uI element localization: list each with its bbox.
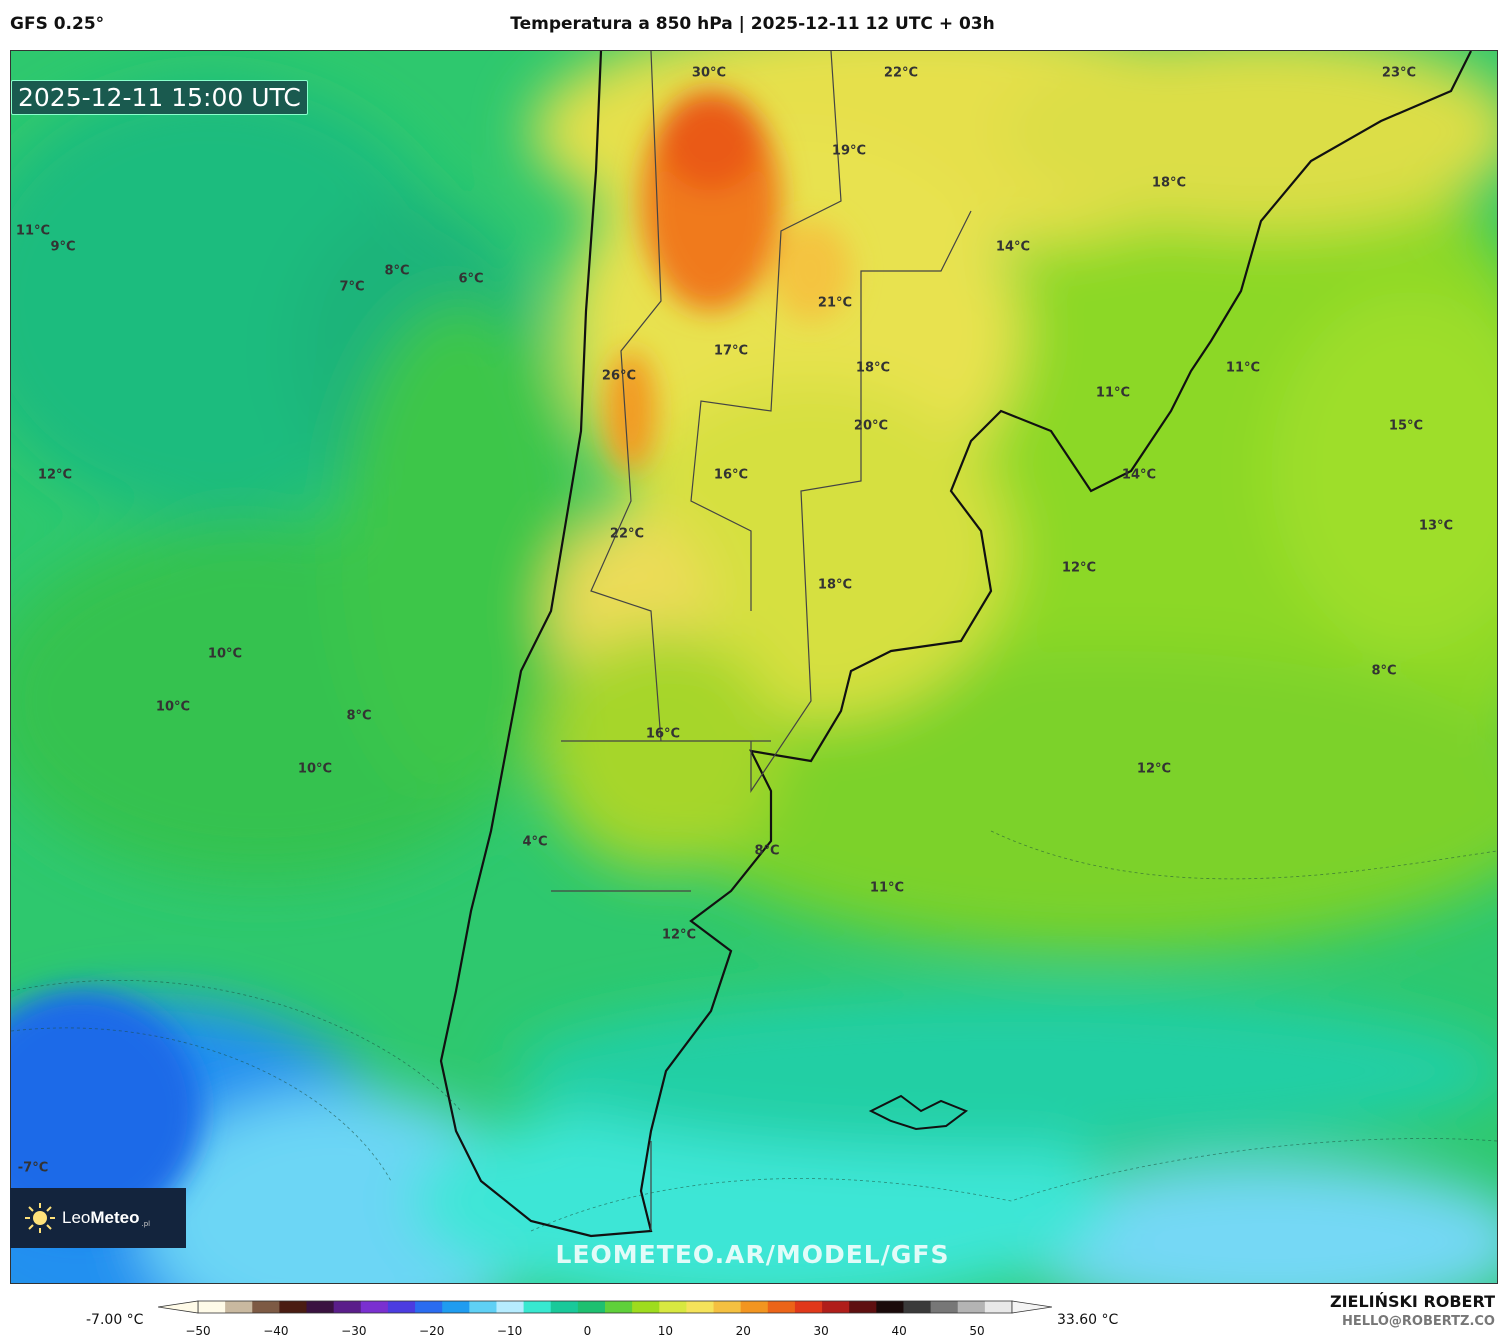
- colorbar-cell: [469, 1301, 497, 1313]
- temp-label: 16°C: [713, 467, 749, 483]
- temp-label: 16°C: [645, 726, 681, 742]
- temp-label: 10°C: [155, 699, 191, 715]
- colorbar-cell: [225, 1301, 253, 1313]
- watermark-url: LEOMETEO.AR/MODEL/GFS: [555, 1240, 950, 1269]
- temp-label: 4°C: [522, 834, 548, 850]
- colorbar-cell: [387, 1301, 416, 1313]
- temp-label: 18°C: [1151, 175, 1187, 191]
- temp-label: 18°C: [855, 360, 891, 376]
- temp-label: 12°C: [37, 467, 73, 483]
- temp-label: 23°C: [1381, 65, 1417, 81]
- colorbar-tick-label: −10: [496, 1324, 523, 1338]
- colorbar-cell: [903, 1301, 932, 1313]
- colorbar-min-label: -7.00 °C: [86, 1312, 144, 1328]
- colorbar-cell: [333, 1301, 362, 1313]
- colorbar-cell: [360, 1301, 389, 1313]
- temp-label: 9°C: [50, 239, 76, 255]
- colorbar-cell: [306, 1301, 335, 1313]
- temp-label: 22°C: [609, 526, 645, 542]
- temp-label: 10°C: [207, 646, 243, 662]
- colorbar-tick-label: 50: [969, 1324, 985, 1338]
- temp-label: 10°C: [297, 761, 333, 777]
- author-email: HELLO@ROBERTZ.CO: [1341, 1314, 1495, 1329]
- colorbar-cell: [577, 1301, 606, 1313]
- colorbar-cell: [659, 1301, 687, 1313]
- colorbar-cell: [767, 1301, 796, 1313]
- temp-label: 8°C: [754, 843, 780, 859]
- temp-label: 21°C: [817, 295, 853, 311]
- temp-label: 12°C: [661, 927, 697, 943]
- temperature-map: 2025-12-11 15:00 UTC 30°C 22°C 23°C 19°C…: [10, 50, 1498, 1284]
- colorbar-max-label: 33.60 °C: [1057, 1312, 1119, 1328]
- colorbar-tick-label: 40: [891, 1324, 907, 1338]
- logo-suffix: .pl: [141, 1220, 151, 1228]
- sun-icon: [25, 1203, 55, 1233]
- temp-label: 20°C: [853, 418, 889, 434]
- map-field: [11, 51, 1497, 1283]
- temp-label: 26°C: [601, 368, 637, 384]
- author-name: ZIELIŃSKI ROBERT: [1329, 1292, 1495, 1311]
- model-name: GFS 0.25°: [10, 14, 105, 34]
- temp-label: 11°C: [1095, 385, 1131, 401]
- map-title: Temperatura a 850 hPa | 2025-12-11 12 UT…: [510, 14, 995, 34]
- colorbar-cell: [849, 1301, 877, 1313]
- colorbar-cell: [496, 1301, 525, 1313]
- colorbar: [158, 1300, 1052, 1314]
- colorbar-tick-label: −50: [185, 1324, 211, 1338]
- colorbar-tick-label: −40: [263, 1324, 289, 1338]
- temp-label: 12°C: [1136, 761, 1172, 777]
- colorbar-cell: [550, 1301, 579, 1313]
- temp-label: 22°C: [883, 65, 919, 81]
- temp-label: 7°C: [339, 279, 365, 295]
- colorbar-cell: [198, 1301, 226, 1313]
- temp-label: 18°C: [817, 577, 853, 593]
- temp-label: 15°C: [1388, 418, 1424, 434]
- temp-label: -7°C: [17, 1160, 49, 1176]
- colorbar-cell: [930, 1301, 959, 1313]
- temp-label: 8°C: [1371, 663, 1397, 679]
- colorbar-cell: [523, 1301, 552, 1313]
- temp-label: 8°C: [384, 263, 410, 279]
- temp-label: 17°C: [713, 343, 749, 359]
- temp-label: 11°C: [15, 223, 51, 239]
- colorbar-cell: [740, 1301, 769, 1313]
- temp-label: 19°C: [831, 143, 867, 159]
- colorbar-tick-label: 30: [813, 1324, 829, 1338]
- temp-label: 11°C: [869, 880, 905, 896]
- colorbar-cell: [686, 1301, 715, 1313]
- colorbar-cell: [632, 1301, 660, 1313]
- temp-label: 14°C: [995, 239, 1031, 255]
- colorbar-cell: [984, 1301, 1013, 1313]
- colorbar-cell: [252, 1301, 280, 1313]
- temp-label: 8°C: [346, 708, 372, 724]
- colorbar-tick-label: −30: [341, 1324, 367, 1338]
- colorbar-tick-label: 10: [657, 1324, 674, 1338]
- colorbar-cell: [794, 1301, 823, 1313]
- temp-label: 14°C: [1121, 467, 1157, 483]
- colorbar-cell: [822, 1301, 850, 1313]
- logo-wordmark: LeoMeteo: [62, 1208, 140, 1227]
- colorbar-cell: [876, 1301, 904, 1313]
- leometeo-logo: LeoMeteo .pl: [10, 1188, 186, 1248]
- temp-label: 12°C: [1061, 560, 1097, 576]
- colorbar-cell: [415, 1301, 443, 1313]
- colorbar-cell: [713, 1301, 742, 1313]
- valid-time-badge: 2025-12-11 15:00 UTC: [11, 80, 308, 115]
- temp-label: 11°C: [1225, 360, 1261, 376]
- colorbar-tick-label: 0: [583, 1324, 592, 1338]
- colorbar-cell: [957, 1301, 986, 1313]
- colorbar-cell: [279, 1301, 308, 1313]
- colorbar-tick-label: 20: [735, 1324, 751, 1338]
- colorbar-tick-label: −20: [419, 1324, 445, 1338]
- colorbar-cell: [442, 1301, 470, 1313]
- temp-label: 13°C: [1418, 518, 1454, 534]
- temp-label: 30°C: [691, 65, 727, 81]
- colorbar-cell: [605, 1301, 633, 1313]
- temp-label: 6°C: [458, 271, 484, 287]
